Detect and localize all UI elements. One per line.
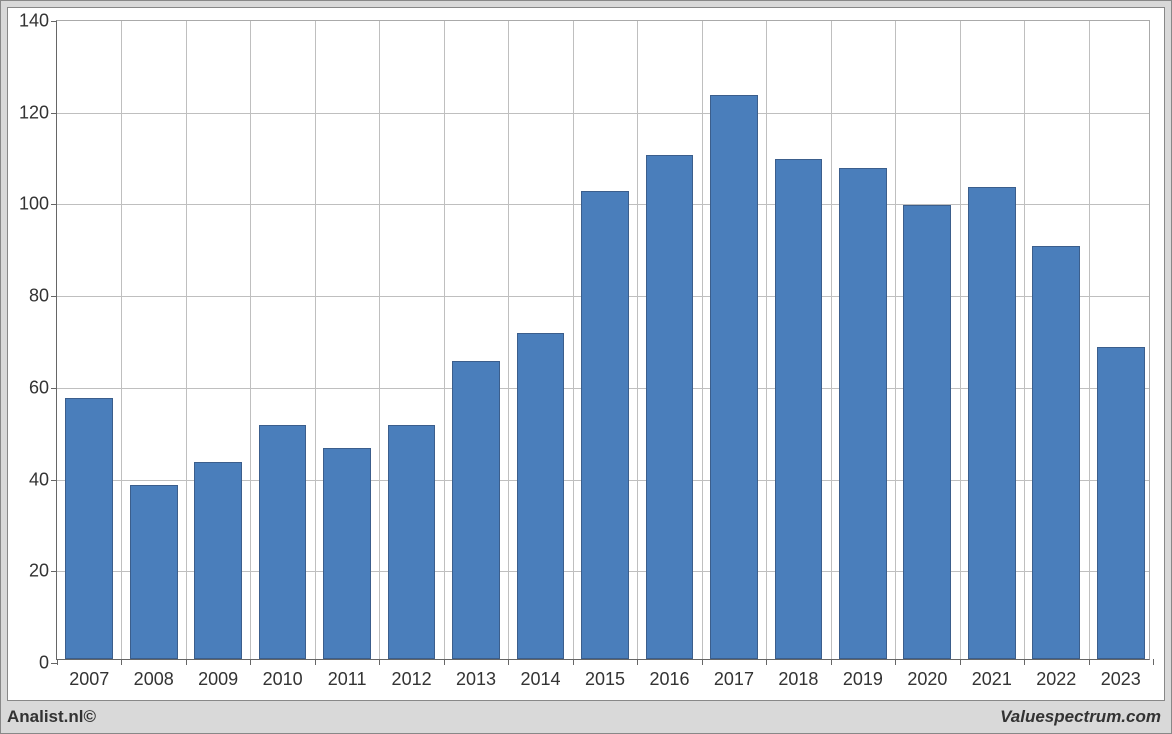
y-axis-label: 0 (39, 653, 49, 674)
x-axis-label: 2009 (198, 669, 238, 690)
bar (194, 462, 242, 659)
gridline-vertical (895, 21, 896, 659)
footer-left-credit: Analist.nl© (7, 707, 96, 727)
x-axis-label: 2020 (907, 669, 947, 690)
x-tick (121, 659, 122, 665)
x-tick (186, 659, 187, 665)
x-tick (315, 659, 316, 665)
x-axis-label: 2018 (778, 669, 818, 690)
gridline-vertical (831, 21, 832, 659)
x-axis-label: 2023 (1101, 669, 1141, 690)
gridline-vertical (379, 21, 380, 659)
gridline-vertical (1089, 21, 1090, 659)
y-tick (51, 480, 57, 481)
x-tick (1089, 659, 1090, 665)
x-tick (766, 659, 767, 665)
y-axis-label: 140 (19, 11, 49, 32)
x-axis-label: 2010 (263, 669, 303, 690)
bar (581, 191, 629, 659)
x-tick (57, 659, 58, 665)
gridline-vertical (186, 21, 187, 659)
y-tick (51, 388, 57, 389)
x-axis-label: 2015 (585, 669, 625, 690)
bar (903, 205, 951, 659)
x-axis-label: 2019 (843, 669, 883, 690)
x-axis-label: 2013 (456, 669, 496, 690)
bar (323, 448, 371, 659)
gridline-vertical (508, 21, 509, 659)
x-axis-label: 2014 (520, 669, 560, 690)
y-axis-label: 120 (19, 102, 49, 123)
y-axis-label: 40 (29, 469, 49, 490)
x-axis-label: 2021 (972, 669, 1012, 690)
bar (517, 333, 565, 659)
gridline-vertical (573, 21, 574, 659)
x-tick (250, 659, 251, 665)
x-tick (637, 659, 638, 665)
x-tick (1153, 659, 1154, 665)
x-tick (895, 659, 896, 665)
x-axis-label: 2011 (328, 669, 367, 690)
gridline-vertical (315, 21, 316, 659)
bar (388, 425, 436, 659)
gridline-vertical (766, 21, 767, 659)
x-axis-label: 2022 (1036, 669, 1076, 690)
bar (839, 168, 887, 659)
x-axis-label: 2016 (649, 669, 689, 690)
bar (775, 159, 823, 659)
footer-right-credit: Valuespectrum.com (1000, 707, 1161, 727)
y-tick (51, 204, 57, 205)
bar (1097, 347, 1145, 659)
bar (968, 187, 1016, 659)
plot-area: 0204060801001201402007200820092010201120… (56, 20, 1150, 660)
x-tick (573, 659, 574, 665)
gridline-vertical (637, 21, 638, 659)
x-axis-label: 2008 (134, 669, 174, 690)
x-tick (1024, 659, 1025, 665)
x-tick (831, 659, 832, 665)
x-tick (379, 659, 380, 665)
gridline-vertical (250, 21, 251, 659)
x-axis-label: 2007 (69, 669, 109, 690)
y-axis-label: 80 (29, 286, 49, 307)
gridline-vertical (444, 21, 445, 659)
bar (452, 361, 500, 659)
bar (130, 485, 178, 659)
gridline-vertical (702, 21, 703, 659)
y-axis-label: 20 (29, 561, 49, 582)
chart-frame: 0 20 40 60 80 100 120 140 2007 2008 2009 2010 2011 20… (7, 7, 1165, 701)
y-tick (51, 21, 57, 22)
bar (65, 398, 113, 659)
bar (646, 155, 694, 659)
y-axis-label: 60 (29, 377, 49, 398)
gridline-vertical (121, 21, 122, 659)
y-tick (51, 571, 57, 572)
bar (710, 95, 758, 659)
x-axis-label: 2017 (714, 669, 754, 690)
y-tick (51, 113, 57, 114)
y-axis-label: 100 (19, 194, 49, 215)
bar (259, 425, 307, 659)
x-tick (702, 659, 703, 665)
gridline-vertical (960, 21, 961, 659)
bar (1032, 246, 1080, 659)
y-tick (51, 296, 57, 297)
x-tick (508, 659, 509, 665)
x-axis-label: 2012 (392, 669, 432, 690)
gridline-horizontal (57, 113, 1149, 114)
x-tick (444, 659, 445, 665)
x-tick (960, 659, 961, 665)
gridline-vertical (1024, 21, 1025, 659)
